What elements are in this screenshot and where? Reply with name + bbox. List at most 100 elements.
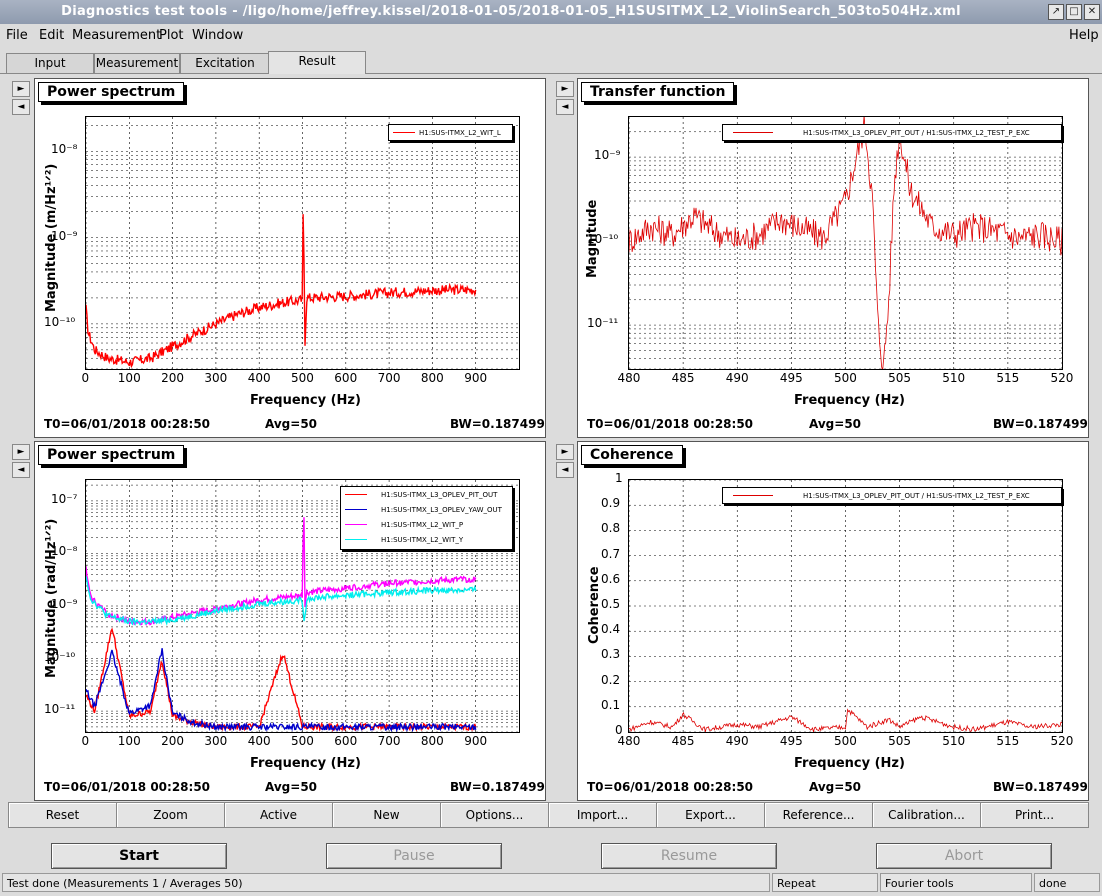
footer-bw: BW=0.187499 [993, 780, 1088, 794]
menu-window[interactable]: Window [192, 28, 244, 43]
menu-measurement[interactable]: Measurement [72, 28, 162, 43]
pane2-prev-button[interactable]: ◄ [556, 99, 574, 115]
footer-avg: Avg=50 [809, 417, 862, 431]
status-mode: Repeat [772, 873, 878, 892]
close-icon[interactable]: ✕ [1084, 4, 1100, 20]
legend-entry: H1:SUS-ITMX_L3_OPLEV_PIT_OUT / H1:SUS-IT… [723, 125, 1061, 140]
y-tick-label: 10⁻¹⁰ [44, 649, 76, 664]
pane2-next-button[interactable]: ► [556, 81, 574, 97]
tab-input[interactable]: Input [6, 53, 94, 73]
plot-area[interactable] [628, 116, 1063, 370]
menu-file[interactable]: File [6, 28, 28, 43]
plot-area[interactable] [85, 116, 520, 370]
legend-label: H1:SUS-ITMX_L2_WIT_L [419, 129, 501, 137]
y-tick-label: 10⁻⁷ [51, 491, 78, 506]
reference-button[interactable]: Reference... [764, 802, 873, 828]
x-tick-label: 800 [420, 734, 444, 748]
export-button[interactable]: Export... [656, 802, 765, 828]
abort-button[interactable]: Abort [876, 843, 1052, 869]
tab-bar: Input Measurement Excitation Result [0, 51, 1102, 74]
x-tick-label: 505 [888, 371, 912, 385]
pane4-next-button[interactable]: ► [556, 444, 574, 460]
x-tick-label: 485 [671, 371, 695, 385]
legend-entry: H1:SUS-ITMX_L2_WIT_L [389, 125, 512, 140]
y-tick-label: 0.6 [601, 571, 621, 586]
x-axis-label: Frequency (Hz) [794, 756, 905, 771]
x-tick-label: 510 [942, 371, 966, 385]
menu-bar: File Edit Measurement Plot Window Help [0, 25, 1102, 47]
x-tick-label: 500 [291, 371, 314, 385]
menu-help[interactable]: Help [1069, 28, 1099, 43]
x-tick-label: 500 [834, 734, 857, 748]
footer-bw: BW=0.187499 [450, 780, 545, 794]
x-tick-label: 700 [377, 734, 401, 748]
legend-label: H1:SUS-ITMX_L2_WIT_Y [381, 536, 464, 544]
calibration-button[interactable]: Calibration... [872, 802, 981, 828]
chart-svg [629, 117, 1062, 369]
plot-area[interactable] [85, 479, 520, 733]
resume-button[interactable]: Resume [601, 843, 777, 869]
x-tick-label: 100 [117, 734, 141, 748]
x-tick-label: 0 [81, 371, 90, 385]
legend-entry: H1:SUS-ITMX_L3_OPLEV_PIT_OUT / H1:SUS-IT… [723, 488, 1061, 503]
series-line [86, 576, 477, 627]
maximize-icon[interactable]: □ [1066, 4, 1082, 20]
legend-swatch [345, 494, 367, 495]
y-tick-label: 10⁻¹¹ [44, 702, 76, 717]
legend-entry: H1:SUS-ITMX_L3_OPLEV_YAW_OUT [341, 502, 512, 517]
plot-area[interactable] [628, 479, 1063, 733]
print-button[interactable]: Print... [980, 802, 1089, 828]
y-tick-label: 10⁻⁹ [51, 228, 78, 243]
status-message: Test done (Measurements 1 / Averages 50) [2, 873, 770, 892]
x-tick-label: 490 [725, 371, 749, 385]
y-tick-label: 0.1 [601, 697, 621, 712]
x-tick-label: 495 [779, 734, 803, 748]
footer-avg: Avg=50 [809, 780, 862, 794]
x-tick-label: 520 [1050, 734, 1074, 748]
x-tick-label: 200 [161, 734, 184, 748]
pane3-prev-button[interactable]: ◄ [12, 462, 30, 478]
x-tick-label: 480 [617, 371, 641, 385]
x-axis-label: Frequency (Hz) [250, 756, 361, 771]
pane3-next-button[interactable]: ► [12, 444, 30, 460]
active-button[interactable]: Active [224, 802, 333, 828]
chart-svg [629, 480, 1062, 732]
footer-t0: T0=06/01/2018 00:28:50 [44, 780, 211, 794]
import-button[interactable]: Import... [548, 802, 657, 828]
y-tick-label: 0.8 [601, 521, 621, 536]
series-line [86, 648, 477, 732]
minimize-icon[interactable]: ↗ [1048, 4, 1064, 20]
y-tick-label: 0.2 [601, 672, 621, 687]
legend-swatch [345, 524, 367, 525]
pane1-next-button[interactable]: ► [12, 81, 30, 97]
zoom-button[interactable]: Zoom [116, 802, 225, 828]
plot-toolbar: Reset Zoom Active New Options... Import.… [8, 802, 1090, 828]
y-tick-label: 0.4 [601, 622, 621, 637]
footer-t0: T0=06/01/2018 00:28:50 [587, 417, 754, 431]
pane4-prev-button[interactable]: ◄ [556, 462, 574, 478]
x-axis-label: Frequency (Hz) [250, 393, 361, 408]
menu-edit[interactable]: Edit [39, 28, 65, 43]
x-tick-label: 510 [942, 734, 966, 748]
x-tick-label: 400 [247, 734, 271, 748]
new-button[interactable]: New [332, 802, 441, 828]
x-tick-label: 515 [996, 371, 1020, 385]
start-button[interactable]: Start [51, 843, 227, 869]
menu-plot[interactable]: Plot [159, 28, 184, 43]
x-tick-label: 600 [334, 371, 358, 385]
tab-excitation[interactable]: Excitation [180, 53, 270, 73]
y-tick-label: 0 [615, 723, 623, 737]
reset-button[interactable]: Reset [8, 802, 117, 828]
legend: H1:SUS-ITMX_L3_OPLEV_PIT_OUT / H1:SUS-IT… [722, 124, 1062, 141]
y-tick-label: 10⁻⁹ [594, 148, 621, 163]
x-tick-label: 900 [464, 371, 488, 385]
options-button[interactable]: Options... [440, 802, 549, 828]
series-line [86, 517, 477, 627]
legend-entry: H1:SUS-ITMX_L2_WIT_P [341, 517, 512, 532]
tab-measurement[interactable]: Measurement [94, 53, 180, 73]
pane1-prev-button[interactable]: ◄ [12, 99, 30, 115]
tab-result[interactable]: Result [268, 51, 366, 74]
y-tick-label: 10⁻¹¹ [587, 316, 619, 331]
legend-swatch [393, 132, 415, 133]
pause-button[interactable]: Pause [326, 843, 502, 869]
